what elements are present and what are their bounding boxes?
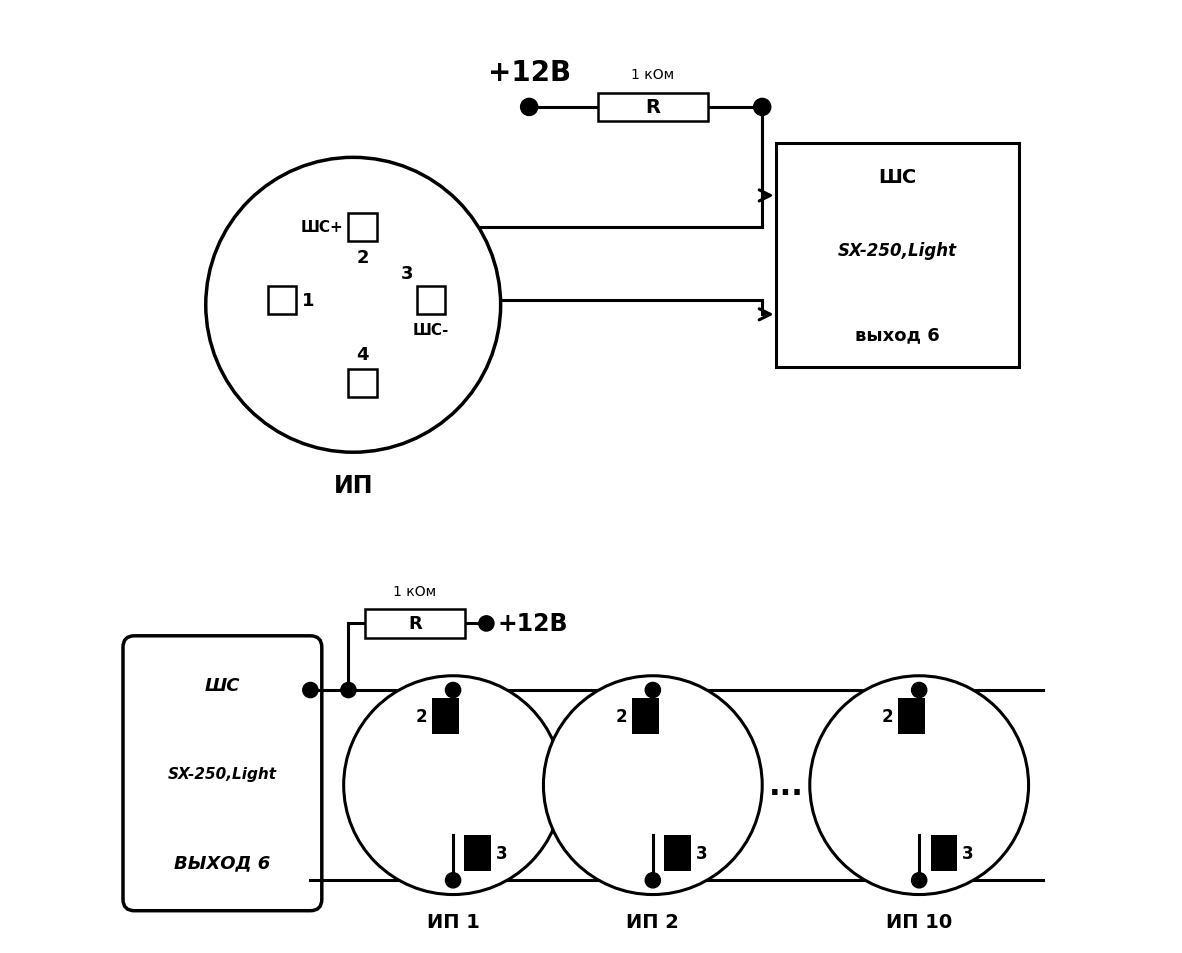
Text: 3: 3 <box>696 843 707 862</box>
Bar <box>349 213 377 242</box>
Text: выход 6: выход 6 <box>856 326 940 343</box>
Bar <box>598 93 708 122</box>
Bar <box>930 835 957 871</box>
Circle shape <box>754 99 771 116</box>
Circle shape <box>206 158 501 453</box>
Circle shape <box>340 682 356 698</box>
Bar <box>898 698 924 734</box>
Text: 3: 3 <box>401 265 414 283</box>
Text: ШС: ШС <box>878 168 917 187</box>
Circle shape <box>911 873 927 888</box>
Circle shape <box>645 682 661 698</box>
Bar <box>664 835 690 871</box>
Bar <box>365 610 465 639</box>
Circle shape <box>446 873 461 888</box>
Circle shape <box>446 682 461 698</box>
Text: ИП 1: ИП 1 <box>427 912 480 931</box>
Circle shape <box>810 676 1028 895</box>
Circle shape <box>645 873 661 888</box>
Text: 3: 3 <box>962 843 974 862</box>
Bar <box>465 835 492 871</box>
Text: R: R <box>408 615 422 633</box>
Text: 4: 4 <box>357 345 369 363</box>
Bar <box>267 287 297 314</box>
Bar <box>777 144 1019 367</box>
FancyBboxPatch shape <box>123 637 322 911</box>
Circle shape <box>303 682 318 698</box>
Text: ИП 10: ИП 10 <box>886 912 953 931</box>
Text: 1 кОм: 1 кОм <box>631 69 675 82</box>
Circle shape <box>344 676 563 895</box>
Text: ИП: ИП <box>333 474 374 497</box>
Text: ШС+: ШС+ <box>301 220 344 235</box>
Circle shape <box>479 617 494 632</box>
Text: 1 кОм: 1 кОм <box>394 584 436 598</box>
Text: ВЫХОД 6: ВЫХОД 6 <box>174 853 271 871</box>
Text: SX-250,Light: SX-250,Light <box>838 242 957 260</box>
Text: SX-250,Light: SX-250,Light <box>168 766 277 781</box>
Bar <box>349 369 377 397</box>
Text: R: R <box>645 98 661 117</box>
Text: ИП 2: ИП 2 <box>626 912 680 931</box>
Circle shape <box>911 682 927 698</box>
Bar <box>632 698 658 734</box>
Circle shape <box>544 676 762 895</box>
Text: +12В: +12В <box>488 59 571 87</box>
Text: 2: 2 <box>357 249 369 267</box>
Text: 2: 2 <box>416 707 428 725</box>
Text: ШС: ШС <box>204 676 240 694</box>
Text: ...: ... <box>768 771 804 800</box>
Text: 2: 2 <box>882 707 894 725</box>
Bar <box>433 698 459 734</box>
Text: 2: 2 <box>616 707 628 725</box>
Text: +12В: +12В <box>498 612 569 636</box>
Text: 3: 3 <box>496 843 507 862</box>
Bar <box>417 287 446 314</box>
Circle shape <box>520 99 538 116</box>
Text: 1: 1 <box>301 292 314 310</box>
Text: ШС-: ШС- <box>413 322 449 337</box>
